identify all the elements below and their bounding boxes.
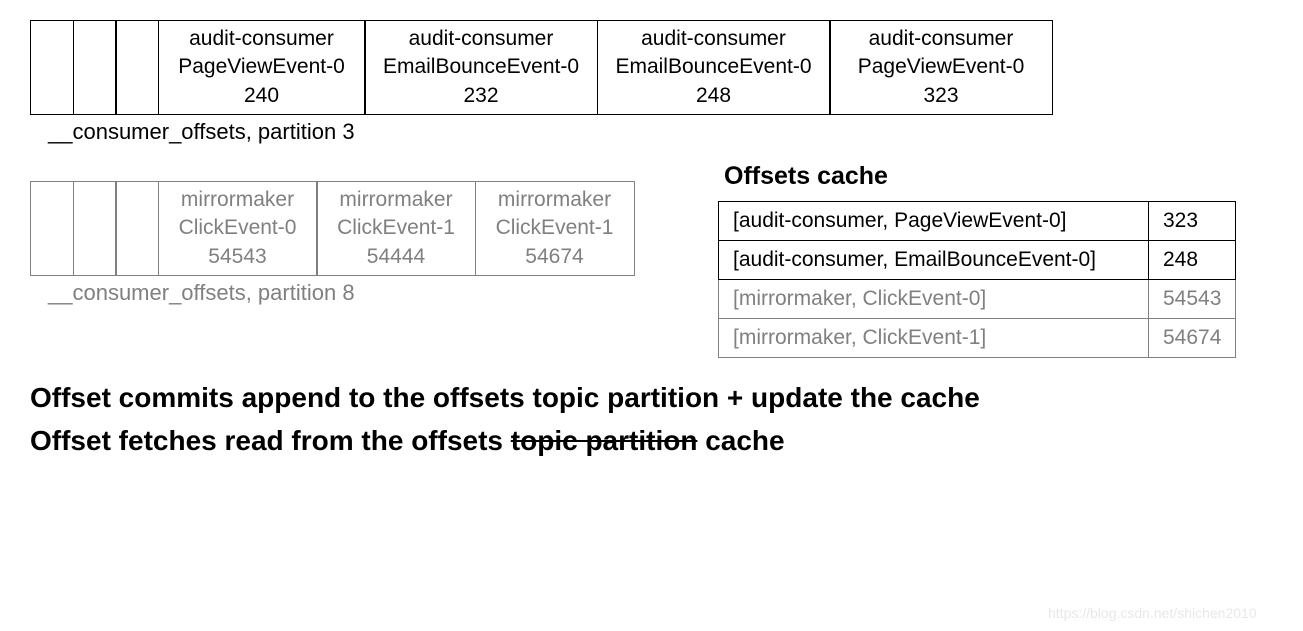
partition-3-section: audit-consumerPageViewEvent-0240audit-co… bbox=[30, 20, 1273, 145]
log-cell-tp: ClickEvent-1 bbox=[325, 214, 467, 242]
cache-key: [audit-consumer, PageViewEvent-0] bbox=[719, 202, 1149, 241]
log-cell-offset: 232 bbox=[373, 82, 589, 110]
explanation-line-2: Offset fetches read from the offsets top… bbox=[30, 419, 1273, 462]
log-cell-tp: PageViewEvent-0 bbox=[838, 53, 1044, 81]
offsets-cache: Offsets cache [audit-consumer, PageViewE… bbox=[718, 162, 1236, 358]
cache-value: 54674 bbox=[1149, 319, 1236, 358]
log-cell-offset: 54444 bbox=[325, 243, 467, 271]
log-cell-consumer: audit-consumer bbox=[373, 25, 589, 53]
cache-row: [audit-consumer, PageViewEvent-0]323 bbox=[719, 202, 1236, 241]
log-cell: mirrormakerClickEvent-054543 bbox=[158, 181, 318, 276]
log-cell-consumer: audit-consumer bbox=[606, 25, 822, 53]
cache-row: [mirrormaker, ClickEvent-0]54543 bbox=[719, 280, 1236, 319]
watermark: https://blog.csdn.net/shichen2010 bbox=[1048, 605, 1257, 621]
cache-table: [audit-consumer, PageViewEvent-0]323[aud… bbox=[718, 201, 1236, 358]
log-cell-empty bbox=[30, 181, 74, 276]
log-cell: audit-consumerEmailBounceEvent-0248 bbox=[597, 20, 831, 115]
explanation-line-1: Offset commits append to the offsets top… bbox=[30, 376, 1273, 419]
cache-key: [mirrormaker, ClickEvent-0] bbox=[719, 280, 1149, 319]
log-cell-consumer: mirrormaker bbox=[167, 186, 309, 214]
log-cell-empty bbox=[73, 20, 117, 115]
log-cell-consumer: audit-consumer bbox=[838, 25, 1044, 53]
cache-value: 248 bbox=[1149, 241, 1236, 280]
log-cell-tp: ClickEvent-0 bbox=[167, 214, 309, 242]
cache-value: 54543 bbox=[1149, 280, 1236, 319]
log-cell-offset: 54543 bbox=[167, 243, 309, 271]
log-cell-consumer: audit-consumer bbox=[167, 25, 357, 53]
log-cell-tp: PageViewEvent-0 bbox=[167, 53, 357, 81]
log-cell-offset: 323 bbox=[838, 82, 1044, 110]
log-cell: mirrormakerClickEvent-154674 bbox=[475, 181, 635, 276]
partition-3-label: __consumer_offsets, partition 3 bbox=[48, 119, 1273, 145]
log-cell-empty bbox=[115, 20, 159, 115]
log-cell: mirrormakerClickEvent-154444 bbox=[316, 181, 476, 276]
partition-3-log: audit-consumerPageViewEvent-0240audit-co… bbox=[30, 20, 1273, 115]
log-cell-empty bbox=[73, 181, 117, 276]
cache-value: 323 bbox=[1149, 202, 1236, 241]
log-cell: audit-consumerPageViewEvent-0240 bbox=[158, 20, 366, 115]
cache-key: [mirrormaker, ClickEvent-1] bbox=[719, 319, 1149, 358]
log-cell-tp: ClickEvent-1 bbox=[484, 214, 626, 242]
cache-row: [mirrormaker, ClickEvent-1]54674 bbox=[719, 319, 1236, 358]
log-cell-offset: 248 bbox=[606, 82, 822, 110]
cache-key: [audit-consumer, EmailBounceEvent-0] bbox=[719, 241, 1149, 280]
log-cell-empty bbox=[115, 181, 159, 276]
log-cell-tp: EmailBounceEvent-0 bbox=[606, 53, 822, 81]
log-cell-offset: 240 bbox=[167, 82, 357, 110]
log-cell-empty bbox=[30, 20, 74, 115]
explanation-text: Offset commits append to the offsets top… bbox=[30, 376, 1273, 463]
log-cell-tp: EmailBounceEvent-0 bbox=[373, 53, 589, 81]
log-cell-consumer: mirrormaker bbox=[484, 186, 626, 214]
cache-title: Offsets cache bbox=[724, 162, 1236, 191]
log-cell-consumer: mirrormaker bbox=[325, 186, 467, 214]
strikethrough-text: topic partition bbox=[511, 425, 698, 456]
log-cell-offset: 54674 bbox=[484, 243, 626, 271]
log-cell: audit-consumerEmailBounceEvent-0232 bbox=[364, 20, 598, 115]
log-cell: audit-consumerPageViewEvent-0323 bbox=[829, 20, 1053, 115]
cache-row: [audit-consumer, EmailBounceEvent-0]248 bbox=[719, 241, 1236, 280]
